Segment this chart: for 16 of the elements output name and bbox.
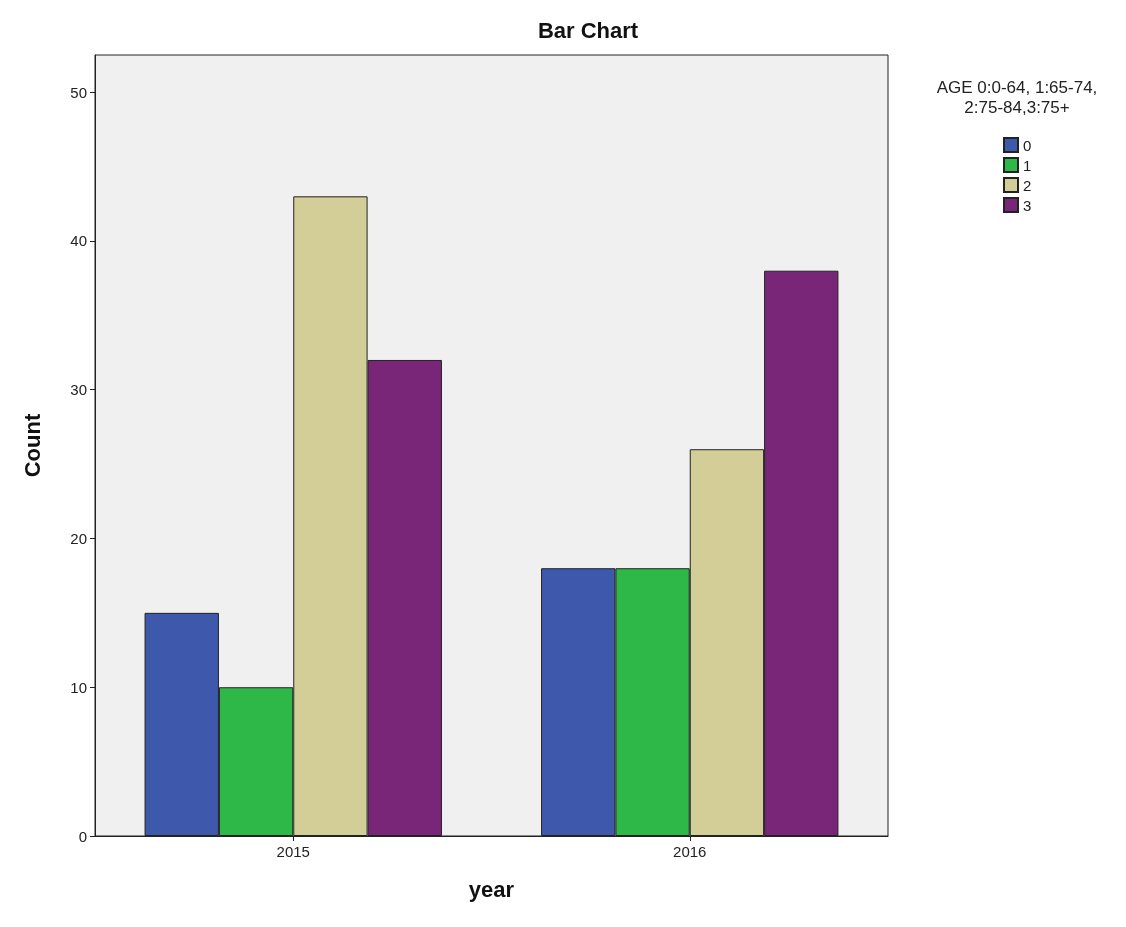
y-tick-label: 10	[70, 678, 87, 696]
y-tick-label: 40	[70, 232, 87, 250]
legend-label: 2	[1023, 176, 1032, 194]
y-tick-label: 30	[70, 381, 87, 399]
legend-label: 0	[1023, 136, 1032, 154]
y-axis-title: Count	[19, 413, 45, 478]
chart-title: Bar Chart	[537, 17, 639, 43]
legend-label: 1	[1023, 156, 1032, 174]
y-tick-label: 50	[70, 83, 87, 101]
x-tick-label: 2016	[673, 843, 707, 860]
y-tick-label: 0	[78, 827, 87, 845]
x-tick-label: 2015	[276, 843, 310, 860]
legend-label: 3	[1023, 196, 1032, 214]
x-axis-title: year	[468, 876, 515, 902]
legend-title: AGE 0:0-64, 1:65-74,2:75-84,3:75+	[936, 77, 1098, 117]
y-tick-label: 20	[70, 529, 87, 547]
